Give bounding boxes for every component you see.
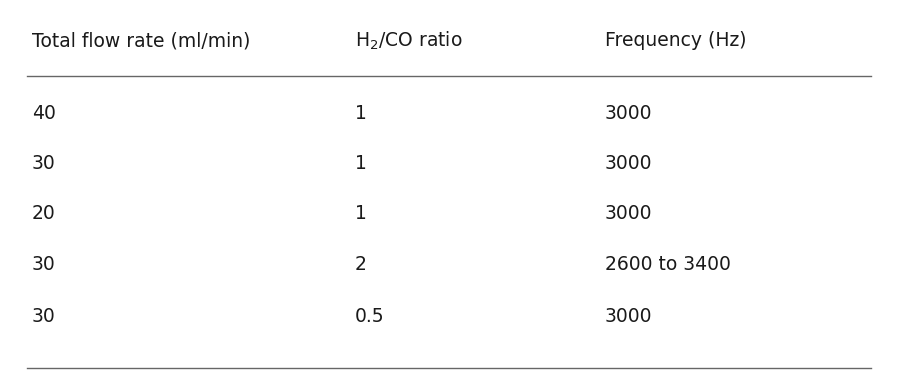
Text: 3000: 3000 [605, 306, 653, 326]
Text: Total flow rate (ml/min): Total flow rate (ml/min) [32, 32, 251, 50]
Text: 2: 2 [355, 255, 367, 273]
Text: 40: 40 [32, 105, 56, 123]
Text: 1: 1 [355, 205, 367, 223]
Text: 3000: 3000 [605, 205, 653, 223]
Text: 0.5: 0.5 [355, 306, 384, 326]
Text: 30: 30 [32, 255, 56, 273]
Text: 20: 20 [32, 205, 56, 223]
Text: 1: 1 [355, 155, 367, 173]
Text: H$_2$/CO ratio: H$_2$/CO ratio [355, 30, 462, 52]
Text: 2600 to 3400: 2600 to 3400 [605, 255, 731, 273]
Text: 30: 30 [32, 306, 56, 326]
Text: 1: 1 [355, 105, 367, 123]
Text: 30: 30 [32, 155, 56, 173]
Text: Frequency (Hz): Frequency (Hz) [605, 32, 746, 50]
Text: 3000: 3000 [605, 155, 653, 173]
Text: 3000: 3000 [605, 105, 653, 123]
